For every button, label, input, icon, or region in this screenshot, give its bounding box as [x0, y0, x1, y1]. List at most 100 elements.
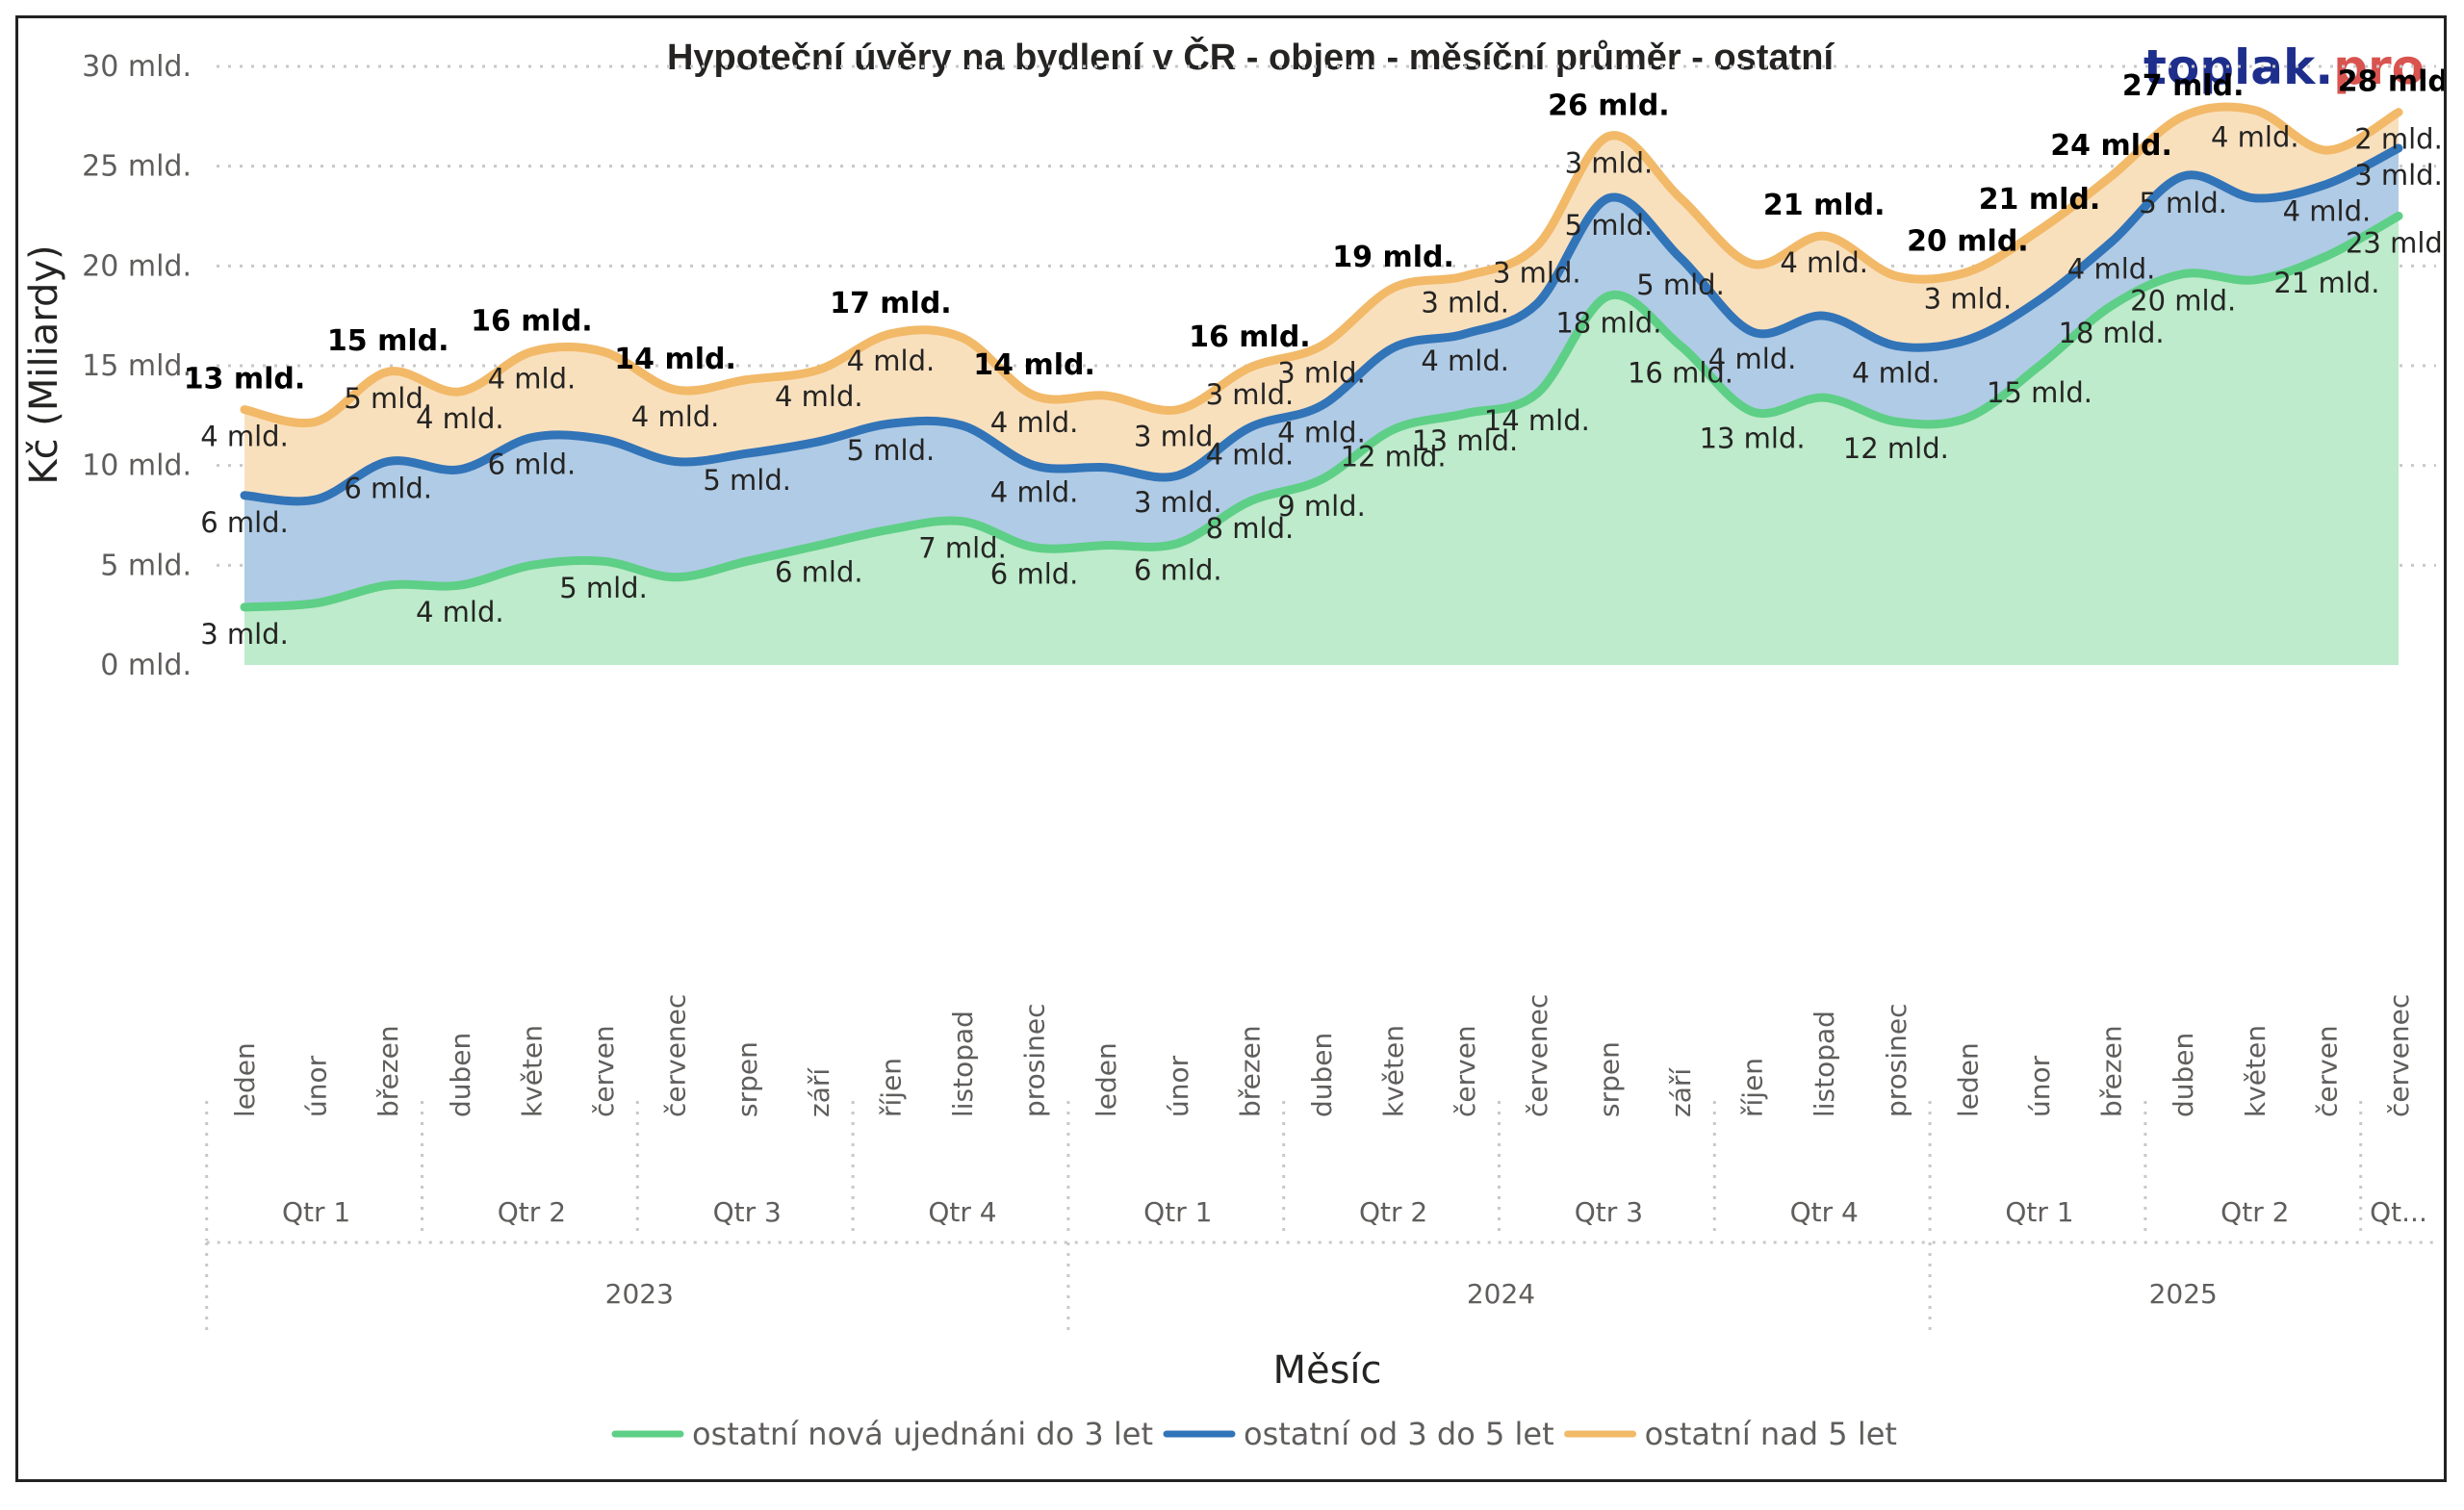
data-label: 4 mld.: [416, 596, 504, 628]
data-label: 4 mld.: [416, 402, 504, 435]
x-tick-month: červen: [588, 1025, 620, 1117]
data-label: 4 mld.: [1206, 438, 1295, 471]
y-tick-label: 10 mld.: [82, 449, 192, 483]
data-label: 6 mld.: [1134, 554, 1222, 587]
legend-label: ostatní nad 5 let: [1645, 1416, 1897, 1452]
data-label: 3 mld.: [1565, 147, 1654, 180]
chart-title: Hypoteční úvěry na bydlení v ČR - objem …: [667, 35, 1835, 78]
stacked-area-chart: Hypoteční úvěry na bydlení v ČR - objem …: [22, 35, 2444, 1452]
data-label: 13 mld.: [1412, 424, 1518, 457]
x-tick-month: duben: [1306, 1033, 1338, 1117]
data-label: 4 mld.: [990, 406, 1079, 439]
data-label: 5 mld.: [847, 434, 936, 467]
areas: [244, 106, 2399, 665]
legend-label: ostatní nová ujednáni do 3 let: [692, 1416, 1153, 1452]
x-tick-month: září: [1665, 1067, 1697, 1117]
total-label: 14 mld.: [614, 343, 736, 376]
data-label: 4 mld.: [1421, 345, 1509, 377]
data-label: 4 mld.: [2211, 121, 2299, 154]
x-tick-month: leden: [1091, 1042, 1122, 1117]
x-tick-month: červenec: [2383, 994, 2415, 1117]
data-label: 16 mld.: [1628, 356, 1733, 389]
data-label: 5 mld.: [344, 382, 432, 415]
x-axis-title: Měsíc: [1272, 1348, 1381, 1393]
data-label: 14 mld.: [1484, 404, 1590, 437]
total-label: 17 mld.: [830, 287, 952, 320]
y-tick-label: 5 mld.: [100, 549, 192, 582]
total-label: 21 mld.: [1763, 189, 1886, 222]
series-line-2: [240, 143, 2403, 506]
data-label: 3 mld.: [1134, 486, 1222, 519]
x-tick-month: říjen: [875, 1058, 907, 1117]
legend-label: ostatní od 3 do 5 let: [1244, 1416, 1554, 1452]
y-tick-label: 30 mld.: [82, 50, 192, 84]
data-label: 5 mld.: [1565, 209, 1654, 242]
total-label: 13 mld.: [184, 363, 306, 397]
data-label: 18 mld.: [2059, 317, 2165, 349]
x-tick-month: leden: [1952, 1042, 1984, 1117]
x-tick-month: květen: [516, 1025, 548, 1117]
area-3: [244, 106, 2399, 501]
x-tick-month: listopad: [947, 1011, 979, 1117]
data-label: 4 mld.: [775, 380, 863, 413]
x-tick-month: červenec: [660, 994, 692, 1117]
data-label: 21 mld.: [2273, 267, 2379, 299]
x-tick-month: duben: [2168, 1033, 2199, 1117]
data-label: 6 mld.: [200, 506, 289, 539]
data-label: 5 mld.: [2139, 187, 2227, 219]
total-label: 19 mld.: [1332, 241, 1454, 274]
x-tick-quarter: Qtr 4: [928, 1196, 996, 1228]
y-tick-label: 15 mld.: [82, 349, 192, 383]
data-label: 4 mld.: [847, 345, 936, 377]
total-label: 20 mld.: [1907, 225, 2029, 259]
series-line-1: [240, 212, 2403, 612]
series-line-3: [240, 102, 2403, 427]
data-label: 9 mld.: [1277, 490, 1366, 523]
x-tick-quarter: Qt...: [2370, 1196, 2427, 1228]
x-tick-month: březen: [2096, 1025, 2128, 1117]
data-label: 20 mld.: [2130, 285, 2236, 318]
x-tick-month: listopad: [1809, 1011, 1840, 1117]
x-tick-month: duben: [445, 1033, 476, 1117]
data-labels: 3 mld.4 mld.5 mld. 6 mld.7 mld.6 mld. 6 ml…: [184, 65, 2444, 651]
x-tick-month: únor: [301, 1055, 333, 1117]
x-tick-month: prosinec: [1019, 1003, 1051, 1117]
x-tick-month: srpen: [732, 1041, 763, 1117]
x-tick-month: říjen: [1737, 1058, 1769, 1117]
x-tick-month: březen: [372, 1025, 404, 1117]
data-label: 3 mld.: [1924, 283, 2013, 316]
data-label: 4 mld.: [2067, 252, 2156, 285]
x-tick-year: 2025: [2149, 1278, 2218, 1310]
data-label: 8 mld.: [1206, 512, 1295, 545]
x-tick-year: 2023: [605, 1278, 674, 1310]
data-label: 2 mld.: [2354, 123, 2443, 156]
x-tick-quarter: Qtr 1: [2005, 1196, 2073, 1228]
data-label: 15 mld.: [1987, 376, 2092, 409]
area-1: [244, 216, 2399, 665]
x-tick-year: 2024: [1467, 1278, 1535, 1310]
x-tick-quarter: Qtr 3: [1575, 1196, 1643, 1228]
total-label: 21 mld.: [1979, 183, 2101, 217]
x-tick-month: únor: [2024, 1055, 2056, 1117]
x-tick-quarter: Qtr 4: [1790, 1196, 1859, 1228]
data-label: 12 mld.: [1341, 440, 1447, 473]
x-tick-month: září: [804, 1067, 835, 1117]
x-tick-quarter: Qtr 3: [713, 1196, 782, 1228]
legend: ostatní nová ujednáni do 3 let ostatní od…: [611, 1416, 1897, 1452]
y-tick-label: 25 mld.: [82, 150, 192, 184]
x-tick-quarter: Qtr 1: [282, 1196, 350, 1228]
data-label: 6 mld.: [344, 473, 432, 505]
data-label: 6 mld.: [488, 448, 577, 481]
data-label: 4 mld.: [488, 362, 577, 395]
total-label: 27 mld.: [2122, 69, 2245, 103]
data-label: 6 mld.: [775, 556, 863, 589]
total-label: 14 mld.: [973, 348, 1095, 382]
total-label: 16 mld.: [1189, 320, 1311, 354]
y-axis-title: Kč (Miliardy): [22, 244, 66, 484]
y-axis-ticks: 0 mld. 5 mld. 10 mld. 15 mld. 20 mld. 25 mld.…: [82, 50, 192, 682]
data-label: 3 mld.: [1493, 257, 1581, 290]
total-label: 16 mld.: [471, 304, 593, 338]
data-label: 3 mld.: [2354, 159, 2443, 192]
data-label: 4 mld.: [1277, 416, 1366, 448]
data-label: 13 mld.: [1700, 422, 1806, 455]
